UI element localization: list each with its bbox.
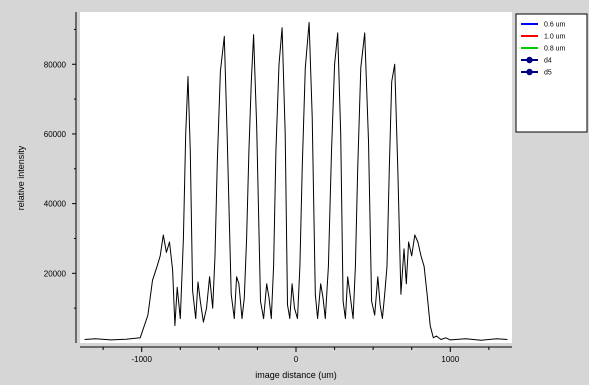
series-line-1	[84, 22, 508, 341]
x-tick-label: 0	[294, 355, 299, 364]
legend-marker	[526, 56, 533, 64]
y-axis-title: relative intensity	[16, 145, 26, 210]
legend-label: 0.8 um	[544, 46, 566, 53]
legend: 0.6 um 1.0 um 0.8 um d4 d5	[515, 13, 588, 133]
legend-label: d4	[544, 58, 552, 65]
legend-label: 1.0 um	[544, 34, 566, 41]
y-tick-label: 80000	[44, 60, 67, 69]
plot-area	[80, 12, 512, 343]
x-tick-label: -1000	[131, 355, 152, 364]
legend-label: d5	[544, 70, 552, 77]
x-axis-title: image distance (um)	[255, 370, 337, 380]
y-tick-label: 60000	[44, 130, 67, 139]
y-tick-label: 20000	[44, 269, 67, 278]
x-axis-ticks: -1000 0 1000	[102, 347, 490, 364]
y-tick-label: 40000	[44, 200, 67, 209]
x-tick-label: 1000	[441, 355, 459, 364]
legend-marker	[526, 68, 533, 76]
legend-label: 0.6 um	[544, 22, 566, 29]
data-layer	[84, 22, 508, 341]
y-axis-ticks: 20000 40000 60000 80000	[44, 28, 76, 309]
